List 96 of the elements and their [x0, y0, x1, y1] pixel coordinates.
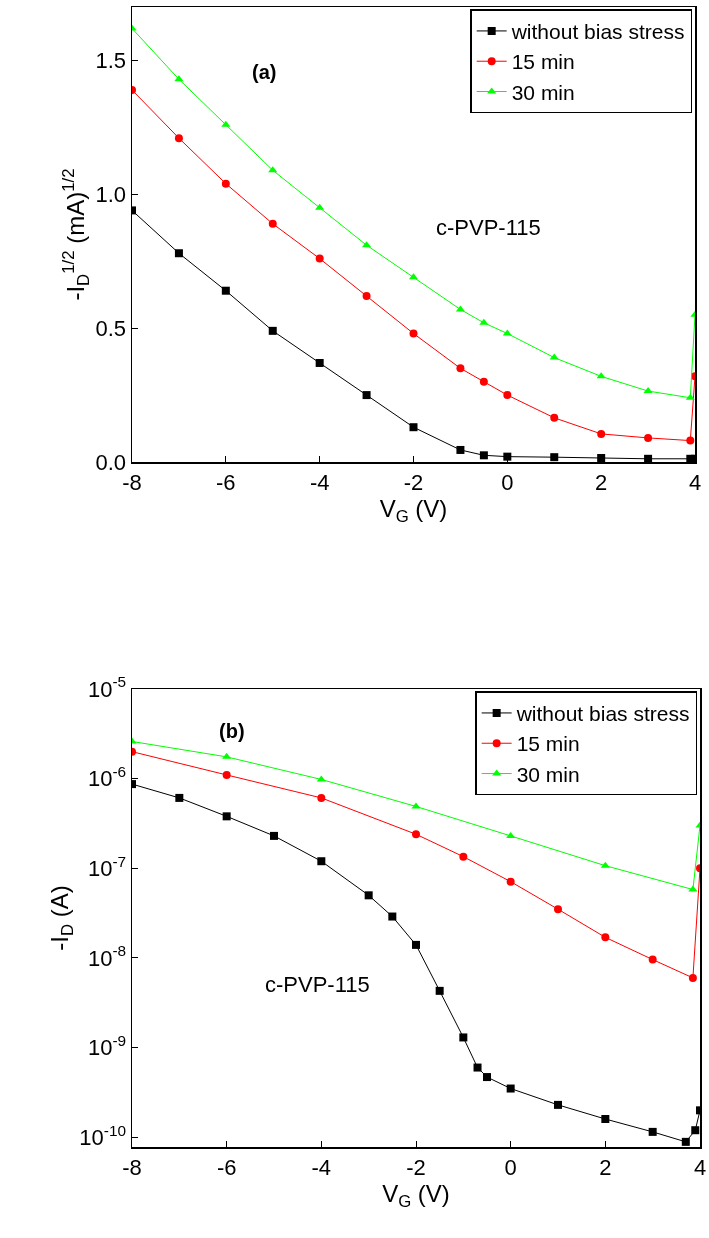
- point: [550, 413, 559, 422]
- point: [502, 329, 512, 336]
- point: [503, 391, 512, 400]
- point: [174, 249, 183, 258]
- point: [315, 203, 325, 210]
- point: [435, 986, 444, 995]
- point: [691, 1126, 700, 1135]
- point: [686, 436, 695, 445]
- point: [479, 451, 488, 460]
- x-tick-label: 4: [688, 469, 702, 495]
- point: [601, 1115, 610, 1124]
- y-tick-label: 1.5: [95, 48, 127, 74]
- point: [317, 857, 326, 866]
- point: [222, 752, 232, 759]
- y-tick-label: 10$^{-6}$: [87, 763, 127, 792]
- point: [268, 326, 277, 335]
- point: [554, 905, 562, 914]
- point: [459, 852, 468, 861]
- y-tick-label: 1.0: [95, 182, 127, 208]
- point: [221, 120, 231, 127]
- point: [681, 1137, 690, 1146]
- point: [317, 793, 326, 802]
- point: [688, 973, 697, 982]
- point: [412, 830, 420, 839]
- point: [506, 831, 516, 838]
- point: [270, 831, 278, 840]
- x-tick-label: -8: [122, 1154, 142, 1180]
- point: [479, 318, 489, 325]
- x-tick-label: 4: [693, 1154, 707, 1180]
- x-tick-label: 2: [599, 1154, 612, 1180]
- point: [473, 1063, 482, 1072]
- x-axis-title: V$_{G}$ (V): [379, 494, 448, 526]
- point: [175, 793, 184, 802]
- y-tick-label: 10$^{-7}$: [87, 852, 127, 882]
- x-tick-label: -6: [216, 1154, 237, 1180]
- point: [409, 423, 418, 432]
- x-axis-title: V$_{G}$ (V): [382, 1179, 450, 1211]
- x-tick-label: -4: [309, 469, 330, 495]
- point: [409, 329, 418, 338]
- point: [597, 453, 606, 462]
- legend-label: 15 min: [511, 50, 575, 74]
- point: [221, 286, 230, 295]
- point: [222, 812, 231, 821]
- point: [601, 933, 610, 942]
- annotation: (b): [219, 720, 245, 742]
- x-tick-label: 2: [595, 469, 608, 495]
- x-tick-label: -2: [406, 1154, 426, 1180]
- legend-label: 30 min: [516, 762, 580, 786]
- annotation: c-PVP-115: [436, 215, 541, 240]
- y-tick-label: 10$^{-8}$: [87, 942, 127, 971]
- y-tick-label: 0.5: [95, 315, 127, 341]
- point: [479, 377, 488, 386]
- point: [268, 219, 277, 228]
- point: [362, 292, 371, 301]
- point: [688, 885, 698, 892]
- point: [459, 1033, 468, 1042]
- legend-label: without bias stress: [510, 20, 685, 44]
- point: [222, 770, 231, 779]
- point: [456, 445, 465, 454]
- point: [503, 452, 512, 461]
- point: [506, 877, 515, 886]
- point: [648, 1127, 657, 1136]
- x-tick-label: 0: [504, 1154, 517, 1180]
- point: [597, 429, 606, 438]
- legend-label: without bias stress: [515, 702, 690, 726]
- point: [456, 364, 465, 373]
- x-tick-label: -2: [403, 469, 424, 495]
- y-tick-label: 10$^{-10}$: [79, 1121, 127, 1151]
- point: [315, 358, 324, 367]
- point: [600, 861, 610, 868]
- annotation: c-PVP-115: [265, 972, 370, 997]
- point: [644, 433, 653, 442]
- point: [388, 912, 397, 921]
- point: [412, 940, 420, 949]
- point: [554, 1100, 562, 1109]
- y-tick-label: 10$^{-9}$: [87, 1032, 127, 1061]
- point: [648, 955, 657, 964]
- point: [644, 454, 653, 462]
- point: [643, 387, 653, 394]
- y-tick-label: 10$^{-5}$: [87, 673, 127, 702]
- legend-label: 15 min: [516, 732, 580, 756]
- point: [174, 134, 183, 143]
- point: [685, 393, 695, 400]
- point: [362, 391, 371, 400]
- point: [221, 179, 230, 188]
- point: [315, 254, 324, 263]
- x-tick-label: -4: [311, 1154, 332, 1180]
- point: [550, 453, 559, 462]
- point: [364, 891, 373, 900]
- legend-label: 30 min: [511, 80, 575, 104]
- x-tick-label: 0: [501, 469, 514, 495]
- point: [549, 353, 559, 360]
- point: [483, 1073, 491, 1082]
- x-tick-label: -6: [216, 469, 236, 495]
- point: [506, 1084, 515, 1093]
- annotation: (a): [252, 61, 277, 83]
